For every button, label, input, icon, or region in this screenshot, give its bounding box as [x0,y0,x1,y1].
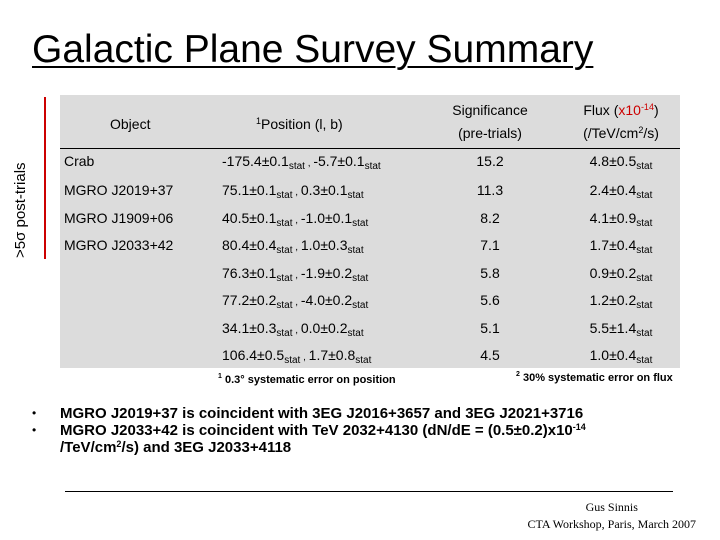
slide-title: Galactic Plane Survey Summary [32,28,594,71]
credit-author: Gus Sinnis [585,500,638,514]
footer-divider [65,491,673,492]
header-flux-unit: (/TeV/cm2/s) [583,125,659,141]
row-position: 40.5±0.1stat , -1.0±0.1stat [222,210,369,229]
row-position: -175.4±0.1stat , -5.7±0.1stat [222,153,381,172]
credit-event: CTA Workshop, Paris, March 2007 [527,517,696,531]
row-position: 76.3±0.1stat , -1.9±0.2stat [222,265,369,284]
summary-table-panel [60,95,680,368]
post-trials-bracket [44,97,46,259]
row-position: 80.4±0.4stat , 1.0±0.3stat [222,237,364,256]
row-significance: 15.2 [476,153,504,169]
row-flux: 1.7±0.4stat [589,237,653,256]
bullet-item: • MGRO J2033+42 is coincident with TeV 2… [32,422,586,456]
post-trials-label: >5σ post-trials [12,162,29,258]
row-significance: 4.5 [480,347,500,363]
row-object: Crab [64,153,95,169]
table-header-divider [60,148,680,149]
row-position: 106.4±0.5stat , 1.7±0.8stat [222,347,372,366]
bullet-dot-icon: • [32,406,37,420]
row-position: 77.2±0.2stat , -4.0±0.2stat [222,292,369,311]
header-flux-line1: Flux (x10-14) [583,102,659,118]
row-significance: 5.6 [480,292,500,308]
row-significance: 7.1 [480,237,500,253]
row-position: 34.1±0.3stat , 0.0±0.2stat [222,320,364,339]
row-significance: 11.3 [476,182,504,198]
row-flux: 2.4±0.4stat [589,182,653,201]
row-significance: 8.2 [480,210,500,226]
row-flux: 1.0±0.4stat [589,347,653,366]
author-credit: Gus Sinnis CTA Workshop, Paris, March 20… [527,499,696,533]
row-significance: 5.1 [480,320,500,336]
row-flux: 0.9±0.2stat [589,265,653,284]
row-object: MGRO J2033+42 [64,237,174,253]
footnote-flux: 2 30% systematic error on flux [516,371,673,384]
bullet-dot-icon: • [32,423,37,437]
row-flux: 4.1±0.9stat [589,210,653,229]
row-flux: 1.2±0.2stat [589,292,653,311]
header-significance-line2: (pre-trials) [458,125,522,141]
row-flux: 4.8±0.5stat [589,153,653,172]
header-significance-line1: Significance [452,102,528,118]
footnote-position: 1 0.3° systematic error on position [218,373,396,386]
row-flux: 5.5±1.4stat [589,320,653,339]
header-position: 1Position (l, b) [256,116,343,132]
header-object: Object [110,116,151,132]
row-position: 75.1±0.1stat , 0.3±0.1stat [222,182,364,201]
bullet-item: • MGRO J2019+37 is coincident with 3EG J… [32,405,584,422]
bullet-list: • MGRO J2019+37 is coincident with 3EG J… [32,405,702,456]
row-object: MGRO J1909+06 [64,210,174,226]
row-object: MGRO J2019+37 [64,182,174,198]
row-significance: 5.8 [480,265,500,281]
